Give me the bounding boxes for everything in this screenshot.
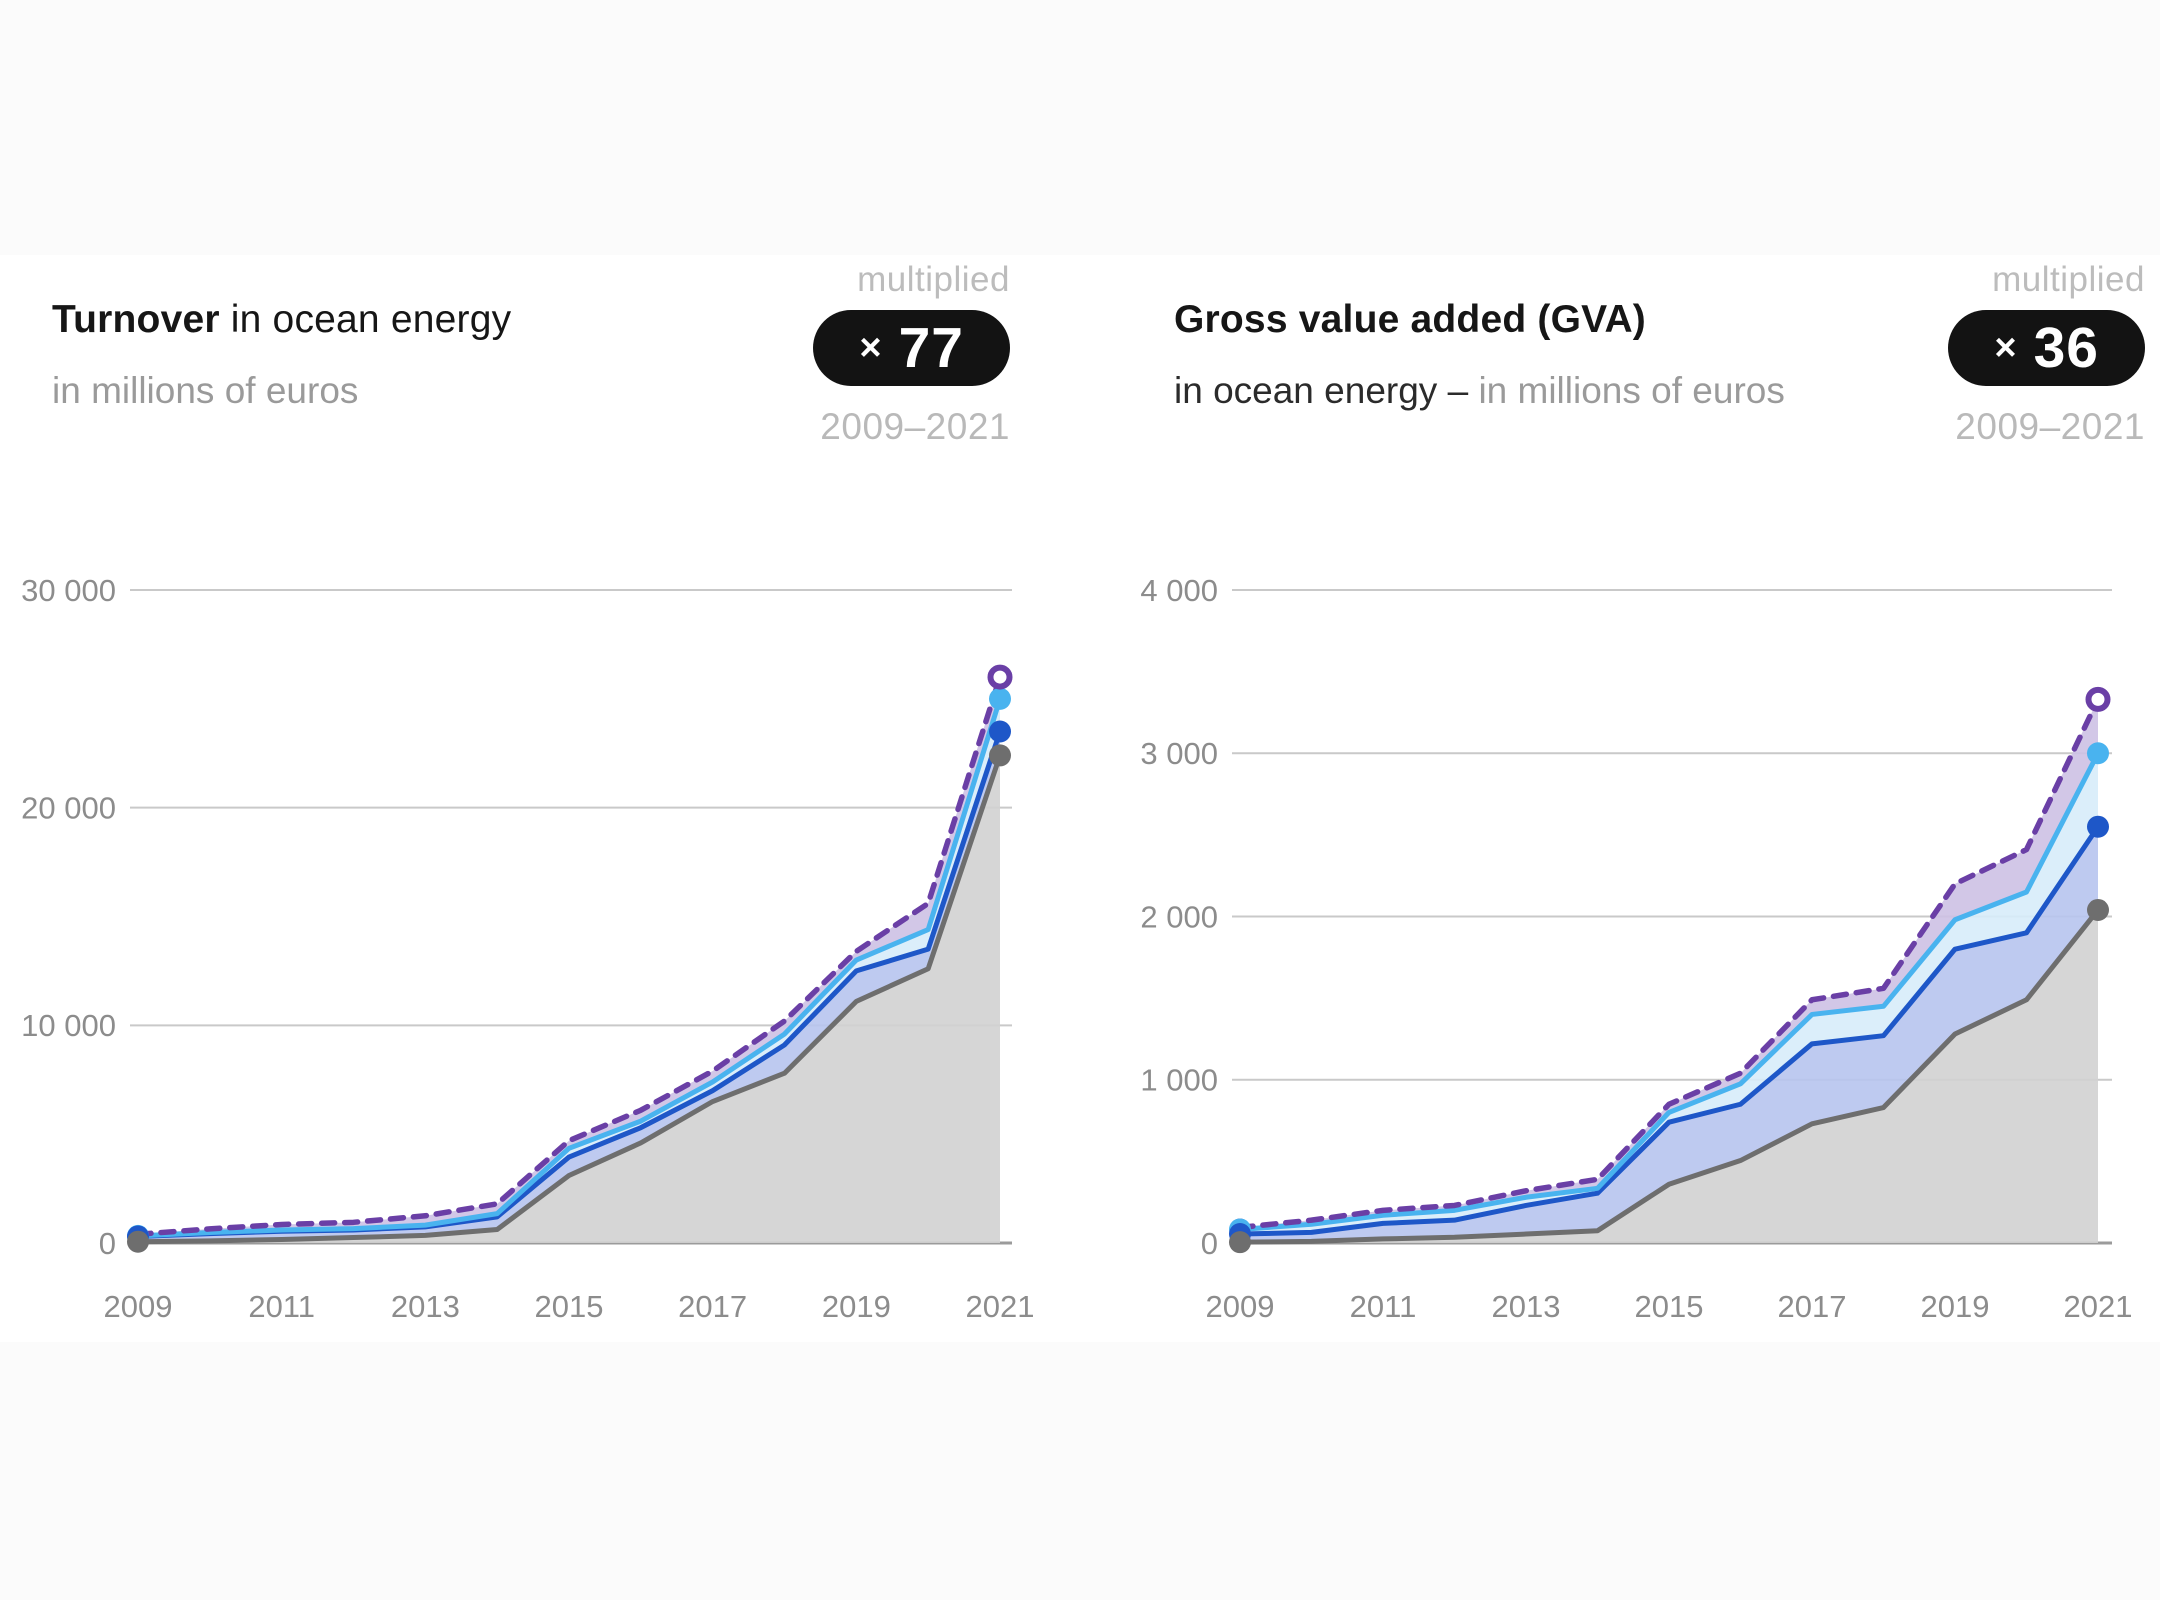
y-tick-label: 2 000 [1140,899,1218,934]
turnover-badge-label: multiplied [857,260,1010,299]
top-band [0,0,2160,255]
x-tick-label: 2017 [1778,1289,1847,1324]
turnover-title-regular: in ocean energy [219,298,512,341]
gva-badge-label: multiplied [1992,260,2145,299]
turnover-title-bold: Turnover [52,298,220,341]
x-tick-label: 2017 [678,1289,747,1324]
start-marker-gray [1229,1231,1251,1254]
line-light-blue [1237,750,2101,1232]
turnover-subtitle-gray: in millions of euros [52,370,359,411]
x-tick-label: 2019 [822,1289,891,1324]
gva-chart: 0 1 000 2 000 3 000 4 000 2009 2011 2013 2015 201… [1140,573,2132,1324]
y-tick-label: 4 000 [1140,573,1218,608]
y-tick-label: 0 [99,1226,116,1261]
line-upper-dashed-purple [1237,696,2101,1231]
x-tick-label: 2015 [1635,1289,1704,1324]
bottom-band [0,1342,2160,1600]
gva-multiplier-value: 36 [2033,315,2099,380]
y-tick-label: 30 000 [21,573,116,608]
line-light-blue [135,696,1003,1239]
multiply-icon: × [859,327,882,369]
x-tick-label: 2013 [391,1289,460,1324]
end-marker-dark-blue [2087,815,2109,838]
end-marker-gray [2087,898,2109,921]
gva-badge-range: 2009–2021 [1955,406,2145,447]
end-marker-ring-upper-dashed-purple [2085,686,2111,712]
line-dark-blue [1237,824,2101,1237]
end-marker-light-blue [2087,742,2109,765]
y-tick-label: 20 000 [21,791,116,826]
fill-gray [1240,909,2098,1243]
gva-subtitle-gray: in millions of euros [1478,370,1785,411]
turnover-multiplier-value: 77 [898,315,964,380]
x-tick-label: 2009 [104,1289,173,1324]
end-marker-gray [989,744,1011,767]
gva-multiplier-pill: × 36 [1948,310,2145,386]
x-tick-label: 2019 [1921,1289,1990,1324]
line-gray [135,752,1003,1245]
multiply-icon: × [1994,327,2017,369]
x-tick-label: 2009 [1206,1289,1275,1324]
x-tick-label: 2011 [1350,1289,1417,1324]
end-marker-dark-blue [989,720,1011,743]
turnover-subtitle: in millions of euros [52,370,358,412]
gva-subtitle: in ocean energy – in millions of euros [1174,370,1785,412]
x-tick-label: 2021 [2064,1289,2133,1324]
y-tick-label: 0 [1201,1226,1218,1261]
line-upper-dashed-purple [135,674,1003,1238]
turnover-multiplier-pill: × 77 [813,310,1010,386]
turnover-chart: 0 10 000 20 000 30 000 2009 2011 2013 2015 2017 2… [21,573,1034,1324]
turnover-badge-range: 2009–2021 [820,406,1010,447]
turnover-title: Turnover in ocean energy [52,298,511,342]
y-tick-label: 10 000 [21,1008,116,1043]
gva-title-bold: Gross value added (GVA) [1174,298,1646,341]
x-tick-label: 2021 [966,1289,1035,1324]
y-tick-label: 3 000 [1140,736,1218,771]
x-tick-label: 2013 [1492,1289,1561,1324]
turnover-multiplier-badge: multiplied × 77 2009–2021 [813,260,1010,448]
x-tick-label: 2015 [535,1289,604,1324]
end-marker-light-blue [989,687,1011,710]
y-tick-label: 1 000 [1140,1063,1218,1098]
line-gray [1237,907,2101,1245]
fill-dark-blue [1240,826,2098,1243]
gva-title: Gross value added (GVA) [1174,298,1646,342]
end-marker-ring-upper-dashed-purple [987,664,1013,690]
gva-subtitle-dark: in ocean energy – [1174,370,1479,411]
x-tick-label: 2011 [248,1289,315,1324]
fill-gray [138,755,1000,1243]
start-marker-gray [127,1230,149,1253]
gva-multiplier-badge: multiplied × 36 2009–2021 [1948,260,2145,448]
